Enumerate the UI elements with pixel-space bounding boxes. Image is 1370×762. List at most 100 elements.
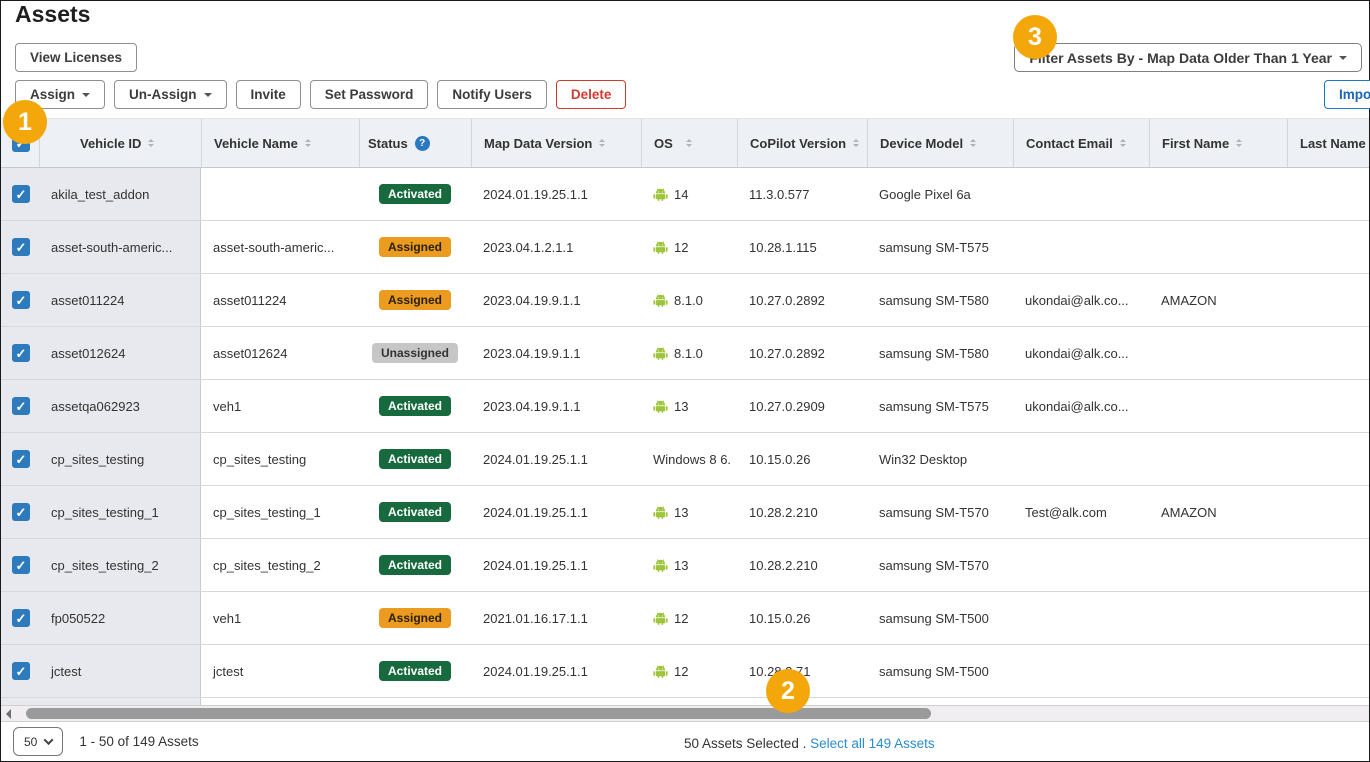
column-header-status[interactable]: Status — [359, 119, 471, 167]
last-name-cell — [1287, 592, 1369, 644]
status-badge: Assigned — [379, 237, 451, 257]
chevron-down-icon — [204, 93, 212, 101]
column-header-vehicle-name[interactable]: Vehicle Name — [201, 119, 359, 167]
first-name-cell — [1149, 380, 1287, 432]
unassign-button-label: Un-Assign — [129, 87, 197, 102]
row-checkbox-cell — [1, 645, 39, 697]
table-row[interactable]: jctest jctest Activated 2024.01.19.25.1.… — [1, 645, 1369, 698]
view-licenses-button[interactable]: View Licenses — [15, 43, 137, 72]
column-label: CoPilot Version — [750, 136, 846, 151]
map-data-version-cell: 2024.01.19.25.1.1 — [471, 486, 641, 538]
os-cell: 12 — [641, 592, 737, 644]
chevron-down-icon — [44, 735, 54, 745]
column-label: Map Data Version — [484, 136, 592, 151]
status-badge: Activated — [379, 555, 451, 575]
row-checkbox[interactable] — [12, 185, 30, 203]
column-header-copilot-version[interactable]: CoPilot Version — [737, 119, 867, 167]
row-checkbox[interactable] — [12, 291, 30, 309]
os-cell: 13 — [641, 539, 737, 591]
copilot-version-cell: 10.28.2.210 — [737, 539, 867, 591]
table-row[interactable]: asset-south-americ... asset-south-americ… — [1, 221, 1369, 274]
vehicle-name-cell: veh1 — [201, 592, 359, 644]
first-name-cell: AMAZON — [1149, 486, 1287, 538]
column-header-last-name[interactable]: Last Name — [1287, 119, 1369, 167]
column-header-device-model[interactable]: Device Model — [867, 119, 1013, 167]
set-password-button[interactable]: Set Password — [310, 80, 429, 109]
table-row[interactable]: asset012624 asset012624 Unassigned 2023.… — [1, 327, 1369, 380]
first-name-cell — [1149, 327, 1287, 379]
copilot-version-cell: 10.15.0.26 — [737, 592, 867, 644]
row-checkbox[interactable] — [12, 397, 30, 415]
row-checkbox[interactable] — [12, 662, 30, 680]
unassign-button[interactable]: Un-Assign — [114, 80, 227, 109]
map-data-version-cell: 2023.04.19.9.1.1 — [471, 380, 641, 432]
table-row[interactable]: akila_test_addon Activated 2024.01.19.25… — [1, 168, 1369, 221]
sort-arrows-icon[interactable] — [305, 136, 311, 150]
filter-assets-dropdown[interactable]: Filter Assets By - Map Data Older Than 1… — [1014, 43, 1362, 72]
column-header-os[interactable]: OS — [641, 119, 737, 167]
table-row[interactable]: assetqa062923 veh1 Activated 2023.04.19.… — [1, 380, 1369, 433]
vehicle-id-cell: fp050522 — [39, 592, 201, 644]
status-cell: Unassigned — [359, 327, 471, 379]
sort-arrows-icon[interactable] — [686, 136, 692, 150]
last-name-cell — [1287, 539, 1369, 591]
column-header-first-name[interactable]: First Name — [1149, 119, 1287, 167]
column-header-map-data-version[interactable]: Map Data Version — [471, 119, 641, 167]
column-header-contact-email[interactable]: Contact Email — [1013, 119, 1149, 167]
page-size-select[interactable]: 50 — [13, 727, 63, 756]
android-icon — [653, 294, 668, 307]
sort-arrows-icon[interactable] — [1236, 136, 1242, 150]
vehicle-name-cell — [201, 168, 359, 220]
row-checkbox[interactable] — [12, 238, 30, 256]
table-row[interactable]: cp_sites_testing_1 cp_sites_testing_1 Ac… — [1, 486, 1369, 539]
row-checkbox[interactable] — [12, 344, 30, 362]
table-row[interactable]: cp_sites_testing_2 cp_sites_testing_2 Ac… — [1, 539, 1369, 592]
device-model-cell: samsung SM-T570 — [867, 539, 1013, 591]
sort-arrows-icon[interactable] — [599, 136, 605, 150]
android-icon — [653, 188, 668, 201]
row-checkbox[interactable] — [12, 503, 30, 521]
android-icon — [653, 506, 668, 519]
table-row[interactable]: cp_sites_testing cp_sites_testing Activa… — [1, 433, 1369, 486]
vehicle-name-cell: cp_sites_testing — [201, 433, 359, 485]
row-checkbox[interactable] — [12, 609, 30, 627]
os-cell: 8.1.0 — [641, 327, 737, 379]
first-name-cell: AMAZON — [1149, 274, 1287, 326]
row-checkbox[interactable] — [12, 450, 30, 468]
table-row[interactable]: fp050522 veh1 Assigned 2021.01.16.17.1.1 — [1, 592, 1369, 645]
sort-arrows-icon[interactable] — [853, 136, 859, 150]
scroll-left-arrow-icon[interactable] — [6, 709, 11, 719]
device-model-cell: samsung SM-T500 — [867, 645, 1013, 697]
vehicle-id-cell: asset011224 — [39, 274, 201, 326]
map-data-version-cell: 2021.01.16.17.1.1 — [471, 592, 641, 644]
chevron-down-icon — [82, 93, 90, 101]
column-header-vehicle-id[interactable]: Vehicle ID — [39, 119, 201, 167]
column-label: Vehicle ID — [80, 136, 141, 151]
contact-email-cell — [1013, 433, 1149, 485]
os-cell: 14 — [641, 168, 737, 220]
table-row[interactable]: asset011224 asset011224 Assigned 2023.04… — [1, 274, 1369, 327]
row-checkbox-cell — [1, 592, 39, 644]
horizontal-scrollbar[interactable] — [1, 705, 1369, 722]
os-cell: Windows 8 6. — [641, 433, 737, 485]
android-icon — [653, 612, 668, 625]
select-all-assets-link[interactable]: Select all 149 Assets — [810, 736, 935, 751]
status-badge: Assigned — [379, 290, 451, 310]
map-data-version-cell: 2023.04.1.2.1.1 — [471, 221, 641, 273]
delete-button[interactable]: Delete — [556, 80, 627, 109]
import-button[interactable]: Import — [1324, 80, 1370, 109]
status-cell: Assigned — [359, 221, 471, 273]
assets-page: { "page": { "title": "Assets" }, "toolba… — [0, 0, 1370, 762]
table-body: akila_test_addon Activated 2024.01.19.25… — [1, 168, 1369, 698]
last-name-cell — [1287, 645, 1369, 697]
notify-users-button[interactable]: Notify Users — [437, 80, 547, 109]
last-name-cell — [1287, 274, 1369, 326]
vehicle-name-cell: jctest — [201, 645, 359, 697]
sort-arrows-icon[interactable] — [970, 136, 976, 150]
help-icon[interactable] — [415, 136, 430, 151]
invite-button[interactable]: Invite — [236, 80, 301, 109]
row-checkbox[interactable] — [12, 556, 30, 574]
copilot-version-cell: 10.27.0.2892 — [737, 274, 867, 326]
sort-arrows-icon[interactable] — [1120, 136, 1126, 150]
sort-arrows-icon[interactable] — [148, 136, 154, 150]
